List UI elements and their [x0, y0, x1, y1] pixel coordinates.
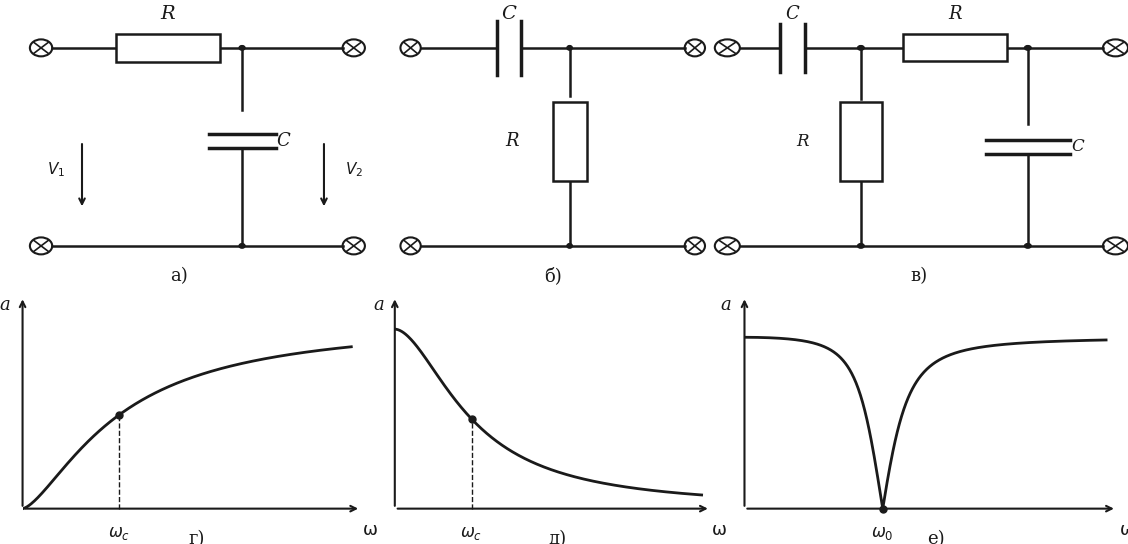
Text: в): в) [910, 268, 928, 286]
Circle shape [567, 46, 572, 50]
Text: R: R [796, 133, 809, 150]
Text: C: C [501, 5, 517, 23]
Circle shape [1024, 46, 1031, 50]
Bar [902, 34, 1007, 61]
Text: ω: ω [363, 521, 378, 539]
Text: б): б) [544, 268, 562, 286]
Text: ω: ω [712, 521, 728, 539]
Text: C: C [1072, 138, 1084, 156]
Text: ω: ω [1120, 521, 1128, 539]
Text: C: C [785, 5, 799, 23]
Text: $\omega_c$: $\omega_c$ [108, 524, 131, 542]
Bar [840, 102, 882, 181]
Text: R: R [948, 5, 961, 23]
Text: a: a [720, 295, 731, 314]
Circle shape [857, 46, 864, 50]
Circle shape [239, 46, 245, 50]
Text: $V_1$: $V_1$ [47, 160, 65, 179]
Text: a: a [0, 295, 10, 314]
Bar [553, 102, 587, 181]
Text: R: R [160, 5, 175, 23]
Text: R: R [505, 132, 519, 150]
Text: C: C [276, 132, 290, 150]
Circle shape [239, 244, 245, 248]
Circle shape [567, 244, 572, 248]
Text: a: a [373, 295, 384, 314]
Text: $\omega_0$: $\omega_0$ [872, 524, 895, 542]
Text: а): а) [170, 268, 187, 286]
Text: $V_2$: $V_2$ [345, 160, 363, 179]
Bar [115, 34, 220, 62]
Text: $\omega_c$: $\omega_c$ [460, 524, 483, 542]
Circle shape [857, 244, 864, 248]
Circle shape [1024, 244, 1031, 248]
Text: д): д) [548, 530, 566, 544]
Text: г): г) [188, 530, 205, 544]
Text: е): е) [927, 530, 945, 544]
